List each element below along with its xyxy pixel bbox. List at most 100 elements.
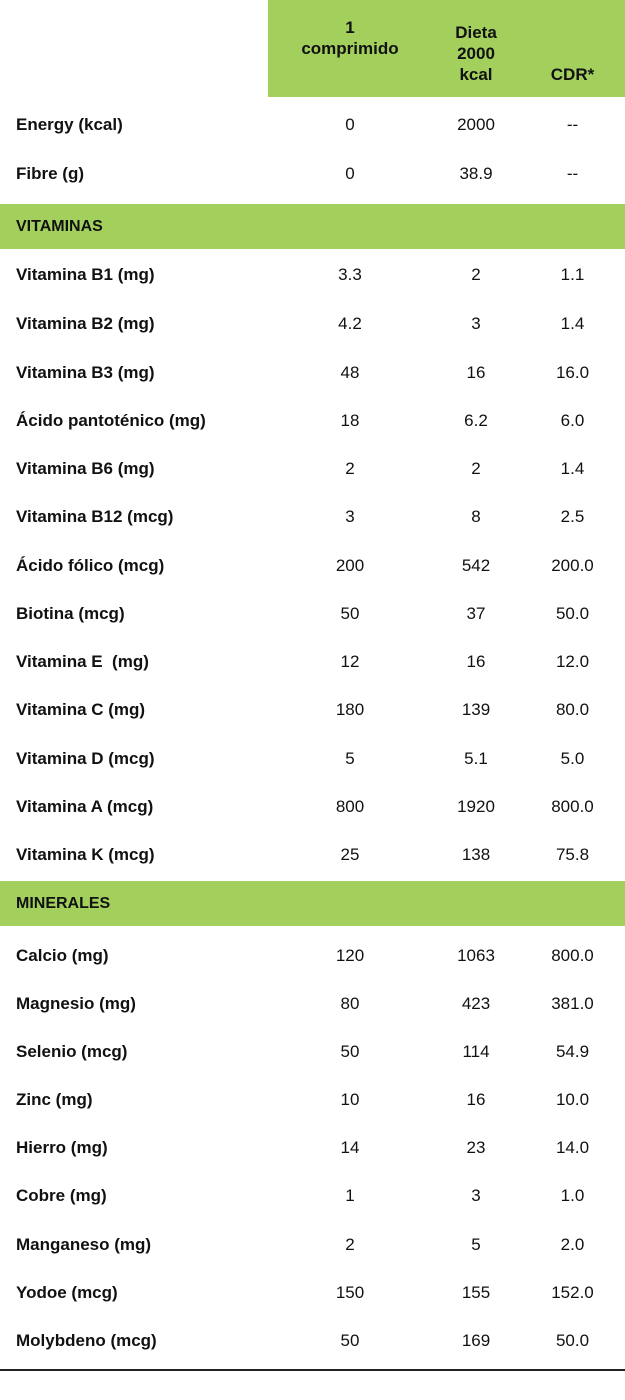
row-label: Biotina (mcg) bbox=[16, 604, 125, 623]
cell-cdr: 200.0 bbox=[551, 556, 594, 575]
table-row: Vitamina D (mcg) 5 5.1 5.0 bbox=[0, 735, 625, 783]
table-row: Manganeso (mg) 2 5 2.0 bbox=[0, 1221, 625, 1269]
row-label: Vitamina B12 (mcg) bbox=[16, 507, 174, 526]
cell-comprimido: 1 bbox=[345, 1186, 355, 1205]
table-row: Vitamina A (mcg) 800 1920 800.0 bbox=[0, 783, 625, 831]
cell-comprimido: 4.2 bbox=[338, 314, 362, 333]
section-title: MINERALES bbox=[16, 895, 111, 912]
cell-dieta: 2000 bbox=[457, 115, 495, 134]
cell-dieta: 5 bbox=[471, 1235, 481, 1254]
cell-cdr: 6.0 bbox=[560, 411, 585, 430]
cell-comprimido: 12 bbox=[340, 652, 360, 671]
header-band: 1 comprimido Dieta 2000 kcal CDR* bbox=[268, 0, 625, 97]
cell-dieta: 139 bbox=[461, 700, 491, 719]
cell-dieta: 155 bbox=[461, 1283, 491, 1302]
row-label: Yodoe (mcg) bbox=[16, 1283, 118, 1302]
column-header-dieta: Dieta 2000 kcal bbox=[455, 23, 497, 84]
cell-cdr: 80.0 bbox=[555, 700, 590, 719]
cell-dieta: 23 bbox=[466, 1138, 486, 1157]
row-label: Selenio (mcg) bbox=[16, 1042, 128, 1061]
cell-comprimido: 0 bbox=[345, 115, 355, 134]
table-row: Calcio (mg) 120 1063 800.0 bbox=[0, 932, 625, 980]
cell-dieta: 542 bbox=[461, 556, 491, 575]
table-row: Vitamina K (mcg) 25 138 75.8 bbox=[0, 831, 625, 879]
cell-cdr: 50.0 bbox=[555, 1331, 590, 1350]
cell-cdr: 1.0 bbox=[560, 1186, 585, 1205]
cell-dieta: 16 bbox=[466, 1090, 486, 1109]
cell-dieta: 2 bbox=[471, 265, 481, 284]
column-header-cdr: CDR* bbox=[550, 65, 595, 84]
row-label: Vitamina K (mcg) bbox=[16, 845, 155, 864]
row-label: Hierro (mg) bbox=[16, 1138, 108, 1157]
table-row: Vitamina E (mg) 12 16 12.0 bbox=[0, 638, 625, 686]
cell-cdr: 381.0 bbox=[551, 994, 594, 1013]
cell-cdr: 800.0 bbox=[551, 946, 594, 965]
cell-cdr: 1.4 bbox=[560, 314, 585, 333]
section-minerales: MINERALES bbox=[0, 881, 625, 926]
cell-comprimido: 5 bbox=[345, 749, 355, 768]
cell-comprimido: 25 bbox=[340, 845, 360, 864]
table-row: Vitamina B6 (mg) 2 2 1.4 bbox=[0, 445, 625, 493]
cell-comprimido: 200 bbox=[335, 556, 365, 575]
table-row: Ácido pantoténico (mg) 18 6.2 6.0 bbox=[0, 397, 625, 445]
cell-cdr: 54.9 bbox=[555, 1042, 590, 1061]
cell-dieta: 6.2 bbox=[464, 411, 488, 430]
table-row: Vitamina B12 (mcg) 3 8 2.5 bbox=[0, 493, 625, 541]
cell-comprimido: 50 bbox=[340, 604, 360, 623]
cell-cdr: 12.0 bbox=[555, 652, 590, 671]
cell-cdr: 75.8 bbox=[555, 845, 590, 864]
table-row: Vitamina B1 (mg) 3.3 2 1.1 bbox=[0, 251, 625, 299]
row-label: Cobre (mg) bbox=[16, 1186, 107, 1205]
cell-comprimido: 10 bbox=[340, 1090, 360, 1109]
row-label: Calcio (mg) bbox=[16, 946, 109, 965]
table-row: Fibre (g) 0 38.9 -- bbox=[0, 150, 625, 198]
cell-cdr: 152.0 bbox=[551, 1283, 594, 1302]
cell-comprimido: 120 bbox=[335, 946, 365, 965]
row-label: Vitamina B3 (mg) bbox=[16, 363, 155, 382]
cell-dieta: 38.9 bbox=[459, 164, 493, 183]
cell-cdr: 10.0 bbox=[555, 1090, 590, 1109]
table-row: Zinc (mg) 10 16 10.0 bbox=[0, 1076, 625, 1124]
cell-cdr: 50.0 bbox=[555, 604, 590, 623]
table-row: Hierro (mg) 14 23 14.0 bbox=[0, 1124, 625, 1172]
cell-cdr: 16.0 bbox=[555, 363, 590, 382]
row-label: Vitamina D (mcg) bbox=[16, 749, 155, 768]
table-row: Cobre (mg) 1 3 1.0 bbox=[0, 1172, 625, 1220]
row-label: Vitamina B2 (mg) bbox=[16, 314, 155, 333]
cell-cdr: 2.5 bbox=[560, 507, 585, 526]
table-row: Yodoe (mcg) 150 155 152.0 bbox=[0, 1269, 625, 1317]
cell-comprimido: 2 bbox=[345, 1235, 355, 1254]
cell-cdr: 1.4 bbox=[560, 459, 585, 478]
row-label: Energy (kcal) bbox=[16, 115, 123, 134]
cell-comprimido: 48 bbox=[340, 363, 360, 382]
table-row: Selenio (mcg) 50 114 54.9 bbox=[0, 1028, 625, 1076]
cell-comprimido: 18 bbox=[340, 411, 360, 430]
cell-comprimido: 3 bbox=[345, 507, 355, 526]
cell-cdr: 800.0 bbox=[551, 797, 594, 816]
table-row: Vitamina B2 (mg) 4.2 3 1.4 bbox=[0, 300, 625, 348]
cell-dieta: 169 bbox=[461, 1331, 491, 1350]
row-label: Vitamina C (mg) bbox=[16, 700, 146, 719]
table-row: Vitamina C (mg) 180 139 80.0 bbox=[0, 686, 625, 734]
cell-cdr: -- bbox=[566, 164, 579, 183]
column-header-1-comprimido: 1 comprimido bbox=[301, 18, 399, 58]
section-title: VITAMINAS bbox=[16, 218, 103, 235]
cell-cdr: 5.0 bbox=[560, 749, 585, 768]
row-label: Ácido fólico (mcg) bbox=[16, 556, 165, 575]
row-label: Manganeso (mg) bbox=[16, 1235, 152, 1254]
cell-cdr: 2.0 bbox=[560, 1235, 585, 1254]
cell-dieta: 114 bbox=[462, 1042, 490, 1061]
section-vitaminas: VITAMINAS bbox=[0, 204, 625, 249]
cell-comprimido: 14 bbox=[340, 1138, 360, 1157]
row-label: Vitamina A (mcg) bbox=[16, 797, 154, 816]
cell-cdr: 1.1 bbox=[560, 265, 585, 284]
table-row: Ácido fólico (mcg) 200 542 200.0 bbox=[0, 542, 625, 590]
row-label: Vitamina B1 (mg) bbox=[16, 265, 155, 284]
cell-comprimido: 150 bbox=[335, 1283, 365, 1302]
table-row: Biotina (mcg) 50 37 50.0 bbox=[0, 590, 625, 638]
row-label: Ácido pantoténico (mg) bbox=[16, 411, 206, 430]
cell-dieta: 423 bbox=[461, 994, 491, 1013]
table-row: Magnesio (mg) 80 423 381.0 bbox=[0, 980, 625, 1028]
table-row: Molybdeno (mcg) 50 169 50.0 bbox=[0, 1317, 625, 1365]
cell-cdr: -- bbox=[566, 115, 579, 134]
